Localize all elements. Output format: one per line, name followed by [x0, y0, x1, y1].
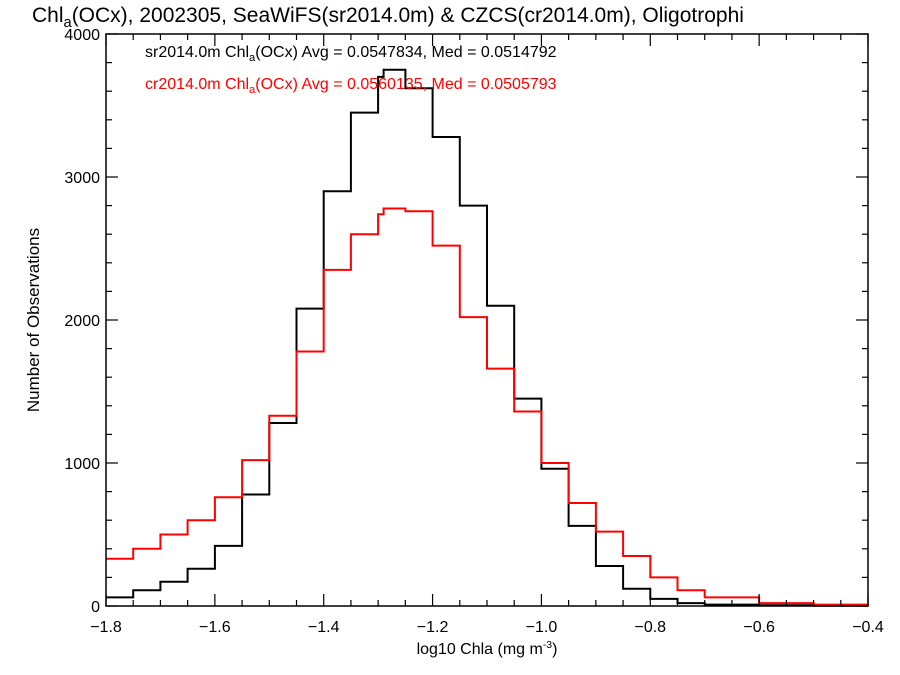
y-axis-label: Number of Observations — [24, 227, 43, 413]
series-line-2 — [106, 207, 869, 606]
x-tick-label: −0.6 — [743, 619, 775, 636]
series-layer — [106, 68, 869, 607]
y-tick-label: 2000 — [64, 313, 100, 330]
y-tick-label: 3000 — [64, 170, 100, 187]
y-tick-label: 0 — [91, 599, 100, 616]
y-tick-label: 4000 — [64, 27, 100, 44]
x-tick-label: −1.2 — [417, 619, 449, 636]
x-tick-label: −1.0 — [526, 619, 558, 636]
y-tick-label: 1000 — [64, 456, 100, 473]
tick-layer: −1.8 −1.6 −1.4 −1.2 −1.0 −0.8 −0.6 −0.4 0 1000 200… — [64, 27, 883, 636]
black-series-stats: sr2014.0m Chla(OCx) Avg = 0.0547834, Med… — [145, 44, 557, 64]
x-tick-label: −0.4 — [852, 619, 884, 636]
x-tick-label: −1.6 — [199, 619, 231, 636]
x-axis-label: log10 Chla (mg m-3) — [416, 640, 558, 659]
x-tick-label: −1.8 — [90, 619, 122, 636]
x-tick-label: −0.8 — [634, 619, 666, 636]
x-tick-label: −1.4 — [308, 619, 340, 636]
chart-title: Chla(OCx), 2002305, SeaWiFS(sr2014.0m) &… — [32, 4, 744, 32]
red-series-stats: cr2014.0m Chla(OCx) Avg = 0.0560135, Med… — [145, 76, 557, 96]
